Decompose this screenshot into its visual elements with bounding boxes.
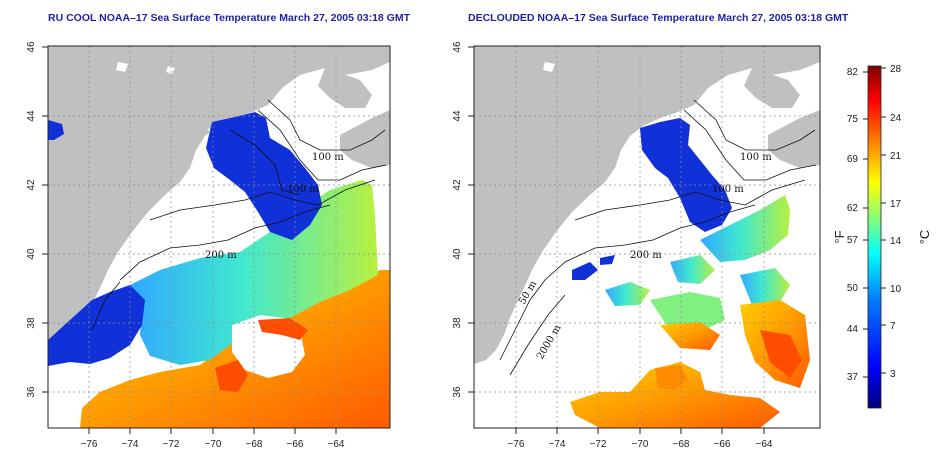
lat-tick: 40 bbox=[26, 248, 37, 260]
celsius-tick: 10 bbox=[890, 284, 902, 295]
celsius-tick: 3 bbox=[890, 369, 896, 380]
contour-label-100m-b: 100 m bbox=[287, 184, 319, 195]
lat-tick: 38 bbox=[452, 317, 463, 329]
left-map: 100 m 100 m 200 m −76 −74 −72 −70 −68 −6… bbox=[26, 41, 391, 450]
celsius-tick: 7 bbox=[890, 321, 896, 332]
lat-tick: 46 bbox=[452, 41, 463, 53]
right-map-title: DECLOUDED NOAA–17 Sea Surface Temperatur… bbox=[468, 12, 849, 24]
left-map-frame bbox=[47, 45, 391, 429]
fahrenheit-tick: 75 bbox=[847, 114, 859, 125]
celsius-tick: 28 bbox=[890, 64, 902, 75]
colorbar: 82 75 69 62 57 50 44 37 28 24 21 17 14 1… bbox=[832, 64, 932, 409]
lon-tick: −68 bbox=[246, 439, 263, 450]
fahrenheit-tick: 44 bbox=[847, 324, 859, 335]
lat-tick: 42 bbox=[26, 179, 37, 191]
celsius-tick: 14 bbox=[890, 236, 902, 247]
lon-tick: −68 bbox=[673, 439, 690, 450]
lat-tick: 46 bbox=[26, 41, 37, 53]
lon-tick: −66 bbox=[287, 439, 304, 450]
lon-tick: −74 bbox=[122, 439, 139, 450]
lat-tick: 44 bbox=[452, 110, 463, 122]
colorbar-gradient bbox=[867, 65, 882, 409]
lat-tick: 40 bbox=[452, 248, 463, 260]
fahrenheit-tick: 62 bbox=[847, 203, 859, 214]
lon-tick: −76 bbox=[81, 439, 98, 450]
bathymetry-contours bbox=[499, 99, 817, 376]
fahrenheit-tick: 37 bbox=[847, 372, 859, 383]
fahrenheit-tick: 57 bbox=[847, 235, 859, 246]
land-mass bbox=[48, 46, 390, 364]
land-mass bbox=[474, 46, 820, 364]
right-map-frame bbox=[473, 45, 821, 429]
lon-tick: −64 bbox=[328, 439, 345, 450]
lon-tick: −72 bbox=[590, 439, 607, 450]
fahrenheit-tick: 69 bbox=[847, 154, 859, 165]
contour-label-200m: 200 m bbox=[630, 250, 662, 261]
cold-water-gulf-of-maine bbox=[640, 118, 732, 232]
lat-tick: 36 bbox=[452, 386, 463, 398]
celsius-tick: 24 bbox=[890, 113, 902, 124]
mid-water-patch bbox=[700, 195, 790, 262]
lat-tick: 38 bbox=[26, 317, 37, 329]
contour-label-100m-b: 100 m bbox=[712, 184, 744, 195]
cold-water-gulf-of-maine bbox=[206, 112, 322, 240]
celsius-tick: 21 bbox=[890, 151, 902, 162]
bathymetry-contours bbox=[91, 99, 387, 331]
contour-label-100m-a: 100 m bbox=[740, 152, 772, 163]
fahrenheit-unit-label: °F bbox=[832, 230, 847, 243]
lon-tick: −76 bbox=[508, 439, 525, 450]
lon-tick: −72 bbox=[163, 439, 180, 450]
cold-water-coast bbox=[48, 285, 145, 366]
lon-tick: −70 bbox=[632, 439, 649, 450]
lat-tick: 36 bbox=[26, 386, 37, 398]
fahrenheit-tick: 50 bbox=[847, 283, 859, 294]
lon-tick: −64 bbox=[756, 439, 773, 450]
lon-tick: −66 bbox=[714, 439, 731, 450]
lon-tick: −70 bbox=[205, 439, 222, 450]
celsius-tick: 17 bbox=[890, 199, 902, 210]
left-map-title: RU COOL NOAA–17 Sea Surface Temperature … bbox=[48, 12, 411, 24]
contour-label-200m: 200 m bbox=[205, 250, 237, 261]
fahrenheit-tick: 82 bbox=[847, 67, 859, 78]
contour-label-100m-a: 100 m bbox=[312, 152, 344, 163]
lat-tick: 44 bbox=[26, 110, 37, 122]
right-map: 100 m 100 m 200 m 50 m 2000 m −76 −74 −7… bbox=[452, 41, 821, 450]
lat-tick: 42 bbox=[452, 179, 463, 191]
lon-tick: −74 bbox=[549, 439, 566, 450]
celsius-unit-label: °C bbox=[917, 230, 932, 245]
